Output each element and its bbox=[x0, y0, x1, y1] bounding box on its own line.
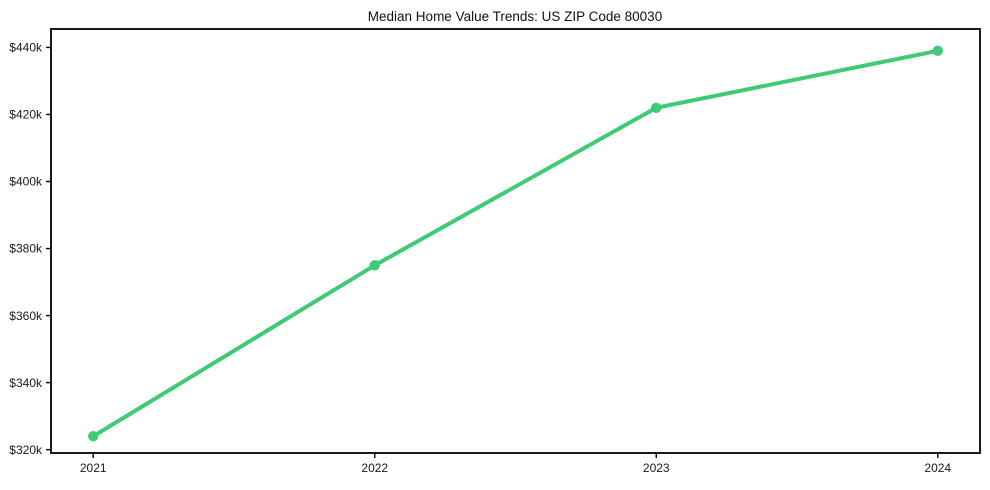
plot-border bbox=[50, 28, 981, 454]
chart-title: Median Home Value Trends: US ZIP Code 80… bbox=[368, 9, 662, 24]
y-tick-label: $340k bbox=[9, 376, 43, 390]
trend-line bbox=[91, 48, 940, 439]
data-series bbox=[88, 45, 943, 442]
y-tick-label: $420k bbox=[9, 108, 43, 122]
axes: $320k $340k $360k $380k $400k $420k $440k 2021 2… bbox=[9, 28, 981, 475]
data-point-marker bbox=[88, 431, 99, 442]
x-tick-label: 2023 bbox=[643, 461, 670, 475]
y-tick-label: $440k bbox=[9, 41, 43, 55]
y-tick-label: $400k bbox=[9, 175, 43, 189]
y-tick-label: $320k bbox=[9, 443, 43, 457]
y-tick-label: $380k bbox=[9, 242, 43, 256]
data-point-marker bbox=[932, 45, 943, 56]
x-tick-label: 2021 bbox=[80, 461, 107, 475]
data-point-marker bbox=[651, 102, 662, 113]
x-tick-label: 2024 bbox=[924, 461, 951, 475]
y-tick-label: $360k bbox=[9, 309, 43, 323]
x-tick-label: 2022 bbox=[361, 461, 388, 475]
data-point-marker bbox=[369, 260, 380, 271]
